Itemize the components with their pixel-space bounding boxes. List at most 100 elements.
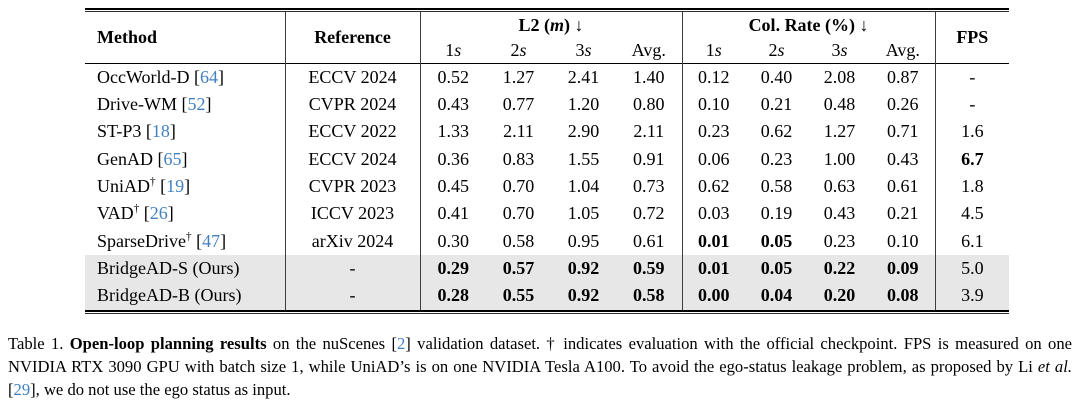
l2-3s-value: 1.04 xyxy=(567,175,600,196)
l2-1s-value: 1.33 xyxy=(437,121,470,142)
citation-link[interactable]: 64 xyxy=(200,66,219,87)
group-label: Col. Rate xyxy=(748,15,821,35)
fps-value: 1.8 xyxy=(961,175,984,196)
fps-value: 6.1 xyxy=(961,230,984,251)
col-rate-avg-value: 0.10 xyxy=(871,227,936,255)
dagger-mark: † xyxy=(185,230,192,243)
l2-1s-value: 0.52 xyxy=(437,66,470,87)
table-row-bridgead-s-ours: BridgeAD-S (Ours) -0.29 0.57 0.92 0.59 0.01 0.… xyxy=(85,254,1010,283)
fps-value: 6.7 xyxy=(961,148,984,169)
l2-avg-value: 0.58 xyxy=(616,282,683,310)
seconds-unit: s xyxy=(714,40,722,61)
citation-link[interactable]: 19 xyxy=(166,175,185,196)
l2-1s-value: 0.29 xyxy=(437,257,470,278)
table-top-rule xyxy=(85,8,1009,12)
col-rate-2s-value: 0.04 xyxy=(760,285,793,306)
dagger-mark: † xyxy=(133,203,140,216)
col-rate-2s-value: 0.21 xyxy=(760,93,793,114)
citation-link[interactable]: 52 xyxy=(187,93,206,114)
table-row-sparsedrive: SparseDrive† [47] arXiv 2024 0.30 0.58 0.95 0… xyxy=(85,227,1009,255)
l2-1s-value: 0.45 xyxy=(437,175,470,196)
table-1: Method Reference L2 (m) ↓ Col. Rate (%) ↓ FP… xyxy=(85,8,1010,314)
subheader-col-rate-avg: Avg. xyxy=(871,39,936,63)
reference-cell: ECCV 2022 xyxy=(285,118,421,146)
seconds-unit: s xyxy=(519,40,527,61)
table-row-st-p3: ST-P3 [18] ECCV 2022 1.33 2.11 2.90 2.11 0.23 0… xyxy=(85,118,1009,146)
l2-3s-value: 0.95 xyxy=(567,230,600,251)
col-rate-3s-value: 0.22 xyxy=(823,257,856,278)
l2-2s-value: 1.27 xyxy=(502,66,535,87)
table-row-bridgead-b-ours: BridgeAD-B (Ours) -0.28 0.55 0.92 0.58 0.00 0.… xyxy=(85,282,1010,310)
fps-value: - xyxy=(969,66,976,87)
reference-cell: ECCV 2024 xyxy=(285,63,421,91)
col-rate-2s-value: 0.05 xyxy=(760,230,793,251)
l2-3s-value: 1.05 xyxy=(567,203,600,224)
l2-1s-value: 0.30 xyxy=(437,230,470,251)
l2-2s-value: 0.55 xyxy=(502,285,535,306)
l2-2s-value: 0.70 xyxy=(502,203,535,224)
l2-3s-value: 0.92 xyxy=(567,257,600,278)
reference-cell: - xyxy=(285,254,421,283)
l2-avg-value: 0.72 xyxy=(616,200,683,228)
l2-3s-value: 1.20 xyxy=(567,93,600,114)
citation-link[interactable]: 18 xyxy=(151,121,170,142)
col-rate-3s-value: 1.27 xyxy=(823,121,856,142)
citation-link[interactable]: 29 xyxy=(13,380,31,400)
method-cell: OccWorld-D [64] xyxy=(85,63,286,91)
caption-segment: et al. xyxy=(1037,357,1072,377)
l2-2s-value: 0.70 xyxy=(502,175,535,196)
col-rate-2s-value: 0.62 xyxy=(760,121,793,142)
method-cell: UniAD† [19] xyxy=(85,172,286,201)
col-rate-3s-value: 1.00 xyxy=(823,148,856,169)
header-row-groups: Method Reference L2 (m) ↓ Col. Rate (%) ↓ FP… xyxy=(85,12,1009,63)
group-label: L2 xyxy=(518,15,540,35)
col-rate-3s-value: 0.48 xyxy=(823,93,856,114)
l2-3s-value: 2.90 xyxy=(567,121,600,142)
l2-avg-value: 0.73 xyxy=(616,172,683,201)
reference-cell: CVPR 2023 xyxy=(285,172,421,201)
citation-link[interactable]: 47 xyxy=(202,230,221,251)
method-cell: VAD† [26] xyxy=(85,200,286,228)
header-reference: Reference xyxy=(285,12,421,63)
table-row-uniad: UniAD† [19] CVPR 2023 0.45 0.70 1.04 0.73 0.62… xyxy=(85,172,1009,201)
fps-value: - xyxy=(969,93,976,114)
subheader-l2-avg: Avg. xyxy=(616,39,683,63)
col-rate-3s-value: 0.20 xyxy=(823,285,856,306)
col-rate-avg-value: 0.08 xyxy=(871,282,936,310)
l2-2s-value: 2.11 xyxy=(503,121,534,142)
col-rate-2s-value: 0.19 xyxy=(760,203,793,224)
citation-link[interactable]: 2 xyxy=(397,334,406,353)
col-rate-1s-value: 0.06 xyxy=(698,148,730,169)
table-row-genad: GenAD [65] ECCV 2024 0.36 0.83 1.55 0.91 0.06 0… xyxy=(85,145,1009,173)
method-cell: Drive-WM [52] xyxy=(85,90,286,119)
citation-link[interactable]: 65 xyxy=(163,148,182,169)
col-rate-3s-value: 0.43 xyxy=(823,203,856,224)
method-cell: BridgeAD-S (Ours) xyxy=(85,254,286,283)
caption-segment: [ xyxy=(8,380,14,400)
col-rate-2s-value: 0.05 xyxy=(760,257,793,278)
subheader-col-rate-3s: 3s xyxy=(831,40,848,61)
col-rate-1s-value: 0.01 xyxy=(698,230,730,251)
header-fps: FPS xyxy=(956,26,989,47)
caption-segment: Open-loop planning results xyxy=(69,334,267,353)
l2-avg-value: 1.40 xyxy=(616,63,683,91)
col-rate-1s-value: 0.10 xyxy=(698,93,730,114)
reference-cell: - xyxy=(285,282,421,310)
citation-link[interactable]: 26 xyxy=(149,203,168,224)
col-rate-avg-value: 0.09 xyxy=(871,254,936,283)
seconds-unit: s xyxy=(454,40,462,61)
planning-results-table: Method Reference L2 (m) ↓ Col. Rate (%) ↓ FP… xyxy=(85,12,1010,310)
header-method: Method xyxy=(85,12,286,63)
col-rate-3s-value: 0.63 xyxy=(823,175,856,196)
group-unit: m xyxy=(550,15,565,35)
fps-value: 4.5 xyxy=(961,203,984,224)
method-cell: ST-P3 [18] xyxy=(85,118,286,146)
table-row-drive-wm: Drive-WM [52] CVPR 2024 0.43 0.77 1.20 0.80 0.… xyxy=(85,90,1009,119)
dagger-mark: † xyxy=(150,175,156,188)
col-rate-3s-value: 0.23 xyxy=(823,230,856,251)
seconds-unit: s xyxy=(777,40,785,61)
reference-cell: ICCV 2023 xyxy=(285,200,421,228)
l2-2s-value: 0.58 xyxy=(502,230,535,251)
reference-cell: CVPR 2024 xyxy=(285,90,421,119)
